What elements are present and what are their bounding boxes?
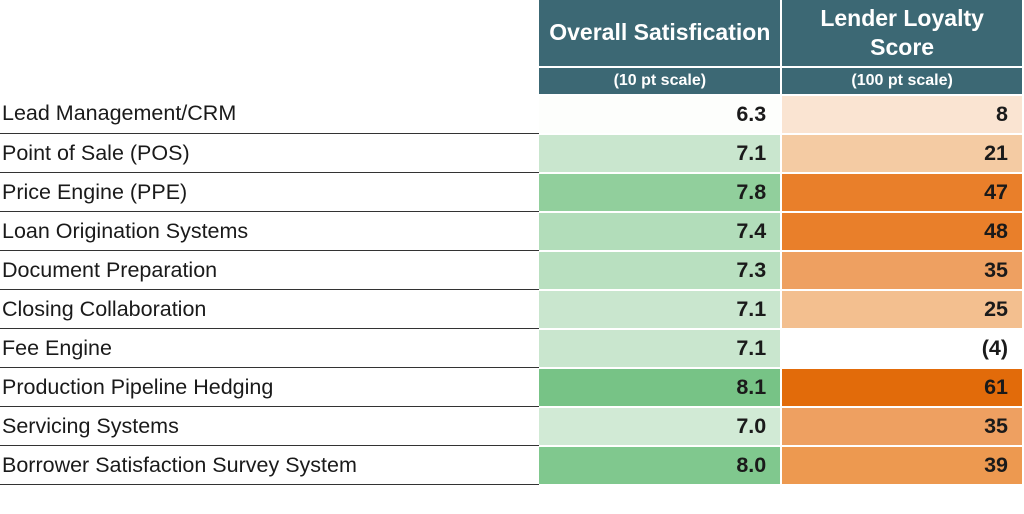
satisfaction-loyalty-table: Overall Satisfication Lender Loyalty Sco… [0, 0, 1024, 486]
loyalty-cell: 39 [781, 446, 1023, 485]
satisfaction-cell: 7.3 [539, 251, 781, 290]
row-label: Servicing Systems [0, 407, 539, 446]
table-row: Closing Collaboration7.125 [0, 290, 1023, 329]
loyalty-cell: 21 [781, 134, 1023, 173]
subheader-satisfaction: (10 pt scale) [539, 67, 781, 95]
satisfaction-cell: 7.8 [539, 173, 781, 212]
subheader-loyalty: (100 pt scale) [781, 67, 1023, 95]
loyalty-cell: 48 [781, 212, 1023, 251]
row-label: Closing Collaboration [0, 290, 539, 329]
loyalty-cell: 35 [781, 251, 1023, 290]
row-label: Document Preparation [0, 251, 539, 290]
loyalty-cell: 25 [781, 290, 1023, 329]
row-label: Point of Sale (POS) [0, 134, 539, 173]
satisfaction-cell: 6.3 [539, 95, 781, 134]
row-label: Loan Origination Systems [0, 212, 539, 251]
satisfaction-cell: 8.1 [539, 368, 781, 407]
row-label: Production Pipeline Hedging [0, 368, 539, 407]
loyalty-cell: 61 [781, 368, 1023, 407]
loyalty-cell: 35 [781, 407, 1023, 446]
header-row: Overall Satisfication Lender Loyalty Sco… [0, 0, 1023, 67]
header-loyalty: Lender Loyalty Score [781, 0, 1023, 67]
satisfaction-cell: 7.4 [539, 212, 781, 251]
loyalty-cell: 8 [781, 95, 1023, 134]
table-row: Loan Origination Systems7.448 [0, 212, 1023, 251]
table-row: Document Preparation7.335 [0, 251, 1023, 290]
table-row: Production Pipeline Hedging8.161 [0, 368, 1023, 407]
subheader-blank [0, 67, 539, 95]
header-satisfaction: Overall Satisfication [539, 0, 781, 67]
table-row: Fee Engine7.1(4) [0, 329, 1023, 368]
satisfaction-cell: 7.1 [539, 329, 781, 368]
satisfaction-cell: 7.1 [539, 134, 781, 173]
table-row: Lead Management/CRM6.38 [0, 95, 1023, 134]
satisfaction-cell: 8.0 [539, 446, 781, 485]
table-body: Lead Management/CRM6.38Point of Sale (PO… [0, 95, 1023, 485]
satisfaction-cell: 7.1 [539, 290, 781, 329]
row-label: Price Engine (PPE) [0, 173, 539, 212]
subheader-row: (10 pt scale) (100 pt scale) [0, 67, 1023, 95]
table-row: Servicing Systems7.035 [0, 407, 1023, 446]
table-row: Point of Sale (POS)7.121 [0, 134, 1023, 173]
row-label: Lead Management/CRM [0, 95, 539, 134]
table-row: Price Engine (PPE)7.847 [0, 173, 1023, 212]
loyalty-cell: 47 [781, 173, 1023, 212]
table-row: Borrower Satisfaction Survey System8.039 [0, 446, 1023, 485]
header-blank [0, 0, 539, 67]
loyalty-cell: (4) [781, 329, 1023, 368]
row-label: Borrower Satisfaction Survey System [0, 446, 539, 485]
row-label: Fee Engine [0, 329, 539, 368]
satisfaction-cell: 7.0 [539, 407, 781, 446]
